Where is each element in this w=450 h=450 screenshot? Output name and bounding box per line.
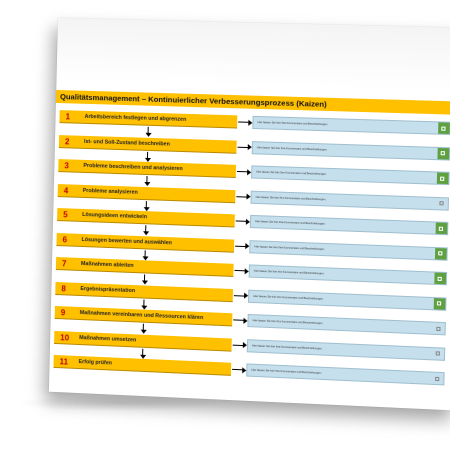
status-checkbox[interactable]	[435, 248, 447, 260]
step-number: 8	[61, 282, 66, 295]
arrow-right-icon	[238, 121, 249, 122]
comment-field[interactable]: Hier fassen Sie hier Ihre Kommentare und…	[247, 339, 445, 361]
arrow-right-icon	[234, 270, 245, 271]
arrow-down-icon	[146, 201, 147, 208]
comment-field[interactable]: Hier fassen Sie hier Ihre Kommentare und…	[249, 264, 448, 285]
status-checkbox[interactable]	[436, 197, 448, 209]
arrow-down-icon	[145, 225, 146, 232]
arrow-right-icon	[233, 344, 244, 345]
comment-text: Hier fassen Sie hier Ihre Kommentare und…	[257, 142, 328, 155]
step-number: 2	[65, 135, 70, 148]
comment-field[interactable]: Hier fassen Sie hier Ihre Kommentare und…	[249, 240, 448, 261]
step-number: 5	[63, 208, 68, 221]
arrow-right-icon	[235, 245, 246, 246]
step-number: 9	[61, 306, 66, 319]
arrow-right-icon	[232, 369, 243, 371]
checkbox-icon	[436, 351, 440, 355]
step-label: Lösungen bewerten und auswählen	[81, 233, 172, 249]
step-number: 1	[65, 110, 70, 123]
arrow-right-icon	[238, 146, 249, 147]
arrow-right-icon	[236, 196, 247, 197]
arrow-down-icon	[145, 250, 146, 257]
step-label: Arbeitsbereich festlegen und abgrenzen	[84, 111, 186, 127]
comment-field[interactable]: Hier fassen Sie hier Ihre Kommentare und…	[247, 314, 445, 335]
comment-text: Hier fassen Sie hier Ihre Kommentare und…	[256, 191, 327, 205]
status-checkbox[interactable]	[434, 273, 446, 285]
step-label: Maßnahmen vereinbaren und Ressourcen klä…	[80, 307, 204, 325]
comment-text: Hier fassen Sie hier Ihre Kommentare und…	[253, 290, 324, 304]
status-checkbox[interactable]	[432, 348, 444, 360]
arrow-right-icon	[234, 295, 245, 296]
step-label: Ist- und Soll-Zustand beschreiben	[84, 135, 170, 151]
status-checkbox[interactable]	[437, 147, 449, 159]
comment-text: Hier fassen Sie hier Ihre Kommentare und…	[254, 266, 325, 280]
step-number: 6	[62, 233, 67, 246]
process-step: 1 Arbeitsbereich festlegen und abgrenzen	[59, 110, 237, 128]
comment-text: Hier fassen Sie hier Ihre Kommentare und…	[257, 117, 328, 130]
step-label: Probleme analysieren	[83, 184, 138, 199]
arrow-down-icon	[142, 348, 143, 355]
checkbox-icon	[436, 326, 440, 330]
checkbox-icon	[441, 126, 445, 130]
step-label: Maßnahmen umsetzen	[79, 332, 136, 347]
step-label: Probleme beschreiben und analysieren	[83, 160, 183, 176]
comment-field[interactable]: Hier fassen Sie hier Ihre Kommentare und…	[250, 215, 449, 235]
checkbox-icon	[441, 151, 445, 155]
arrow-down-icon	[143, 299, 144, 306]
arrow-down-icon	[143, 324, 144, 331]
comment-field[interactable]: Hier fassen Sie hier Ihre Kommentare und…	[252, 141, 450, 160]
step-number: 7	[62, 257, 67, 270]
comment-field[interactable]: Hier fassen Sie hier Ihre Kommentare und…	[252, 116, 450, 135]
status-checkbox[interactable]	[438, 122, 450, 134]
comment-field[interactable]: Hier fassen Sie hier Ihre Kommentare und…	[250, 190, 449, 210]
sheet-header-fade	[56, 18, 450, 91]
comment-text: Hier fassen Sie hier Ihre Kommentare und…	[256, 167, 327, 180]
step-label: Ergebnispräsentation	[80, 282, 135, 297]
status-checkbox[interactable]	[432, 373, 444, 385]
checkbox-icon	[437, 301, 441, 305]
comment-field[interactable]: Hier fassen Sie hier Ihre Kommentare und…	[251, 165, 450, 185]
checkbox-icon	[439, 226, 443, 230]
checkbox-icon	[435, 376, 439, 380]
arrow-down-icon	[146, 176, 147, 183]
comment-text: Hier fassen Sie hier Ihre Kommentare und…	[253, 315, 324, 329]
status-checkbox[interactable]	[434, 298, 446, 310]
step-label: Erfolg prüfen	[78, 356, 112, 371]
step-number: 10	[60, 331, 69, 344]
arrow-down-icon	[148, 127, 149, 134]
checkbox-icon	[438, 276, 442, 280]
document-sheet: Qualitätsmanagement – Kontinuierlicher V…	[49, 18, 450, 410]
checkbox-icon	[440, 176, 444, 180]
checkbox-icon	[439, 201, 443, 205]
step-number: 11	[59, 355, 68, 368]
step-number: 4	[64, 184, 69, 197]
step-label: Lösungsideen entwickeln	[82, 209, 147, 224]
step-number: 3	[64, 159, 69, 172]
status-checkbox[interactable]	[433, 323, 445, 335]
arrow-right-icon	[236, 220, 247, 221]
step-label: Maßnahmen ableiten	[81, 258, 134, 273]
arrow-down-icon	[147, 151, 148, 158]
comment-text: Hier fassen Sie hier Ihre Kommentare und…	[254, 241, 325, 255]
comment-text: Hier fassen Sie hier Ihre Kommentare und…	[252, 340, 323, 354]
arrow-right-icon	[233, 319, 244, 320]
status-checkbox[interactable]	[437, 172, 449, 184]
arrow-right-icon	[237, 171, 248, 172]
comment-text: Hier fassen Sie hier Ihre Kommentare und…	[255, 216, 326, 230]
comment-field[interactable]: Hier fassen Sie hier Ihre Kommentare und…	[246, 363, 444, 385]
comment-field[interactable]: Hier fassen Sie hier Ihre Kommentare und…	[248, 289, 447, 310]
process-step: 11 Erfolg prüfen	[53, 355, 231, 376]
checkbox-icon	[438, 251, 442, 255]
comment-text: Hier fassen Sie hier Ihre Kommentare und…	[251, 365, 322, 379]
arrow-down-icon	[144, 274, 145, 281]
status-checkbox[interactable]	[436, 223, 448, 235]
